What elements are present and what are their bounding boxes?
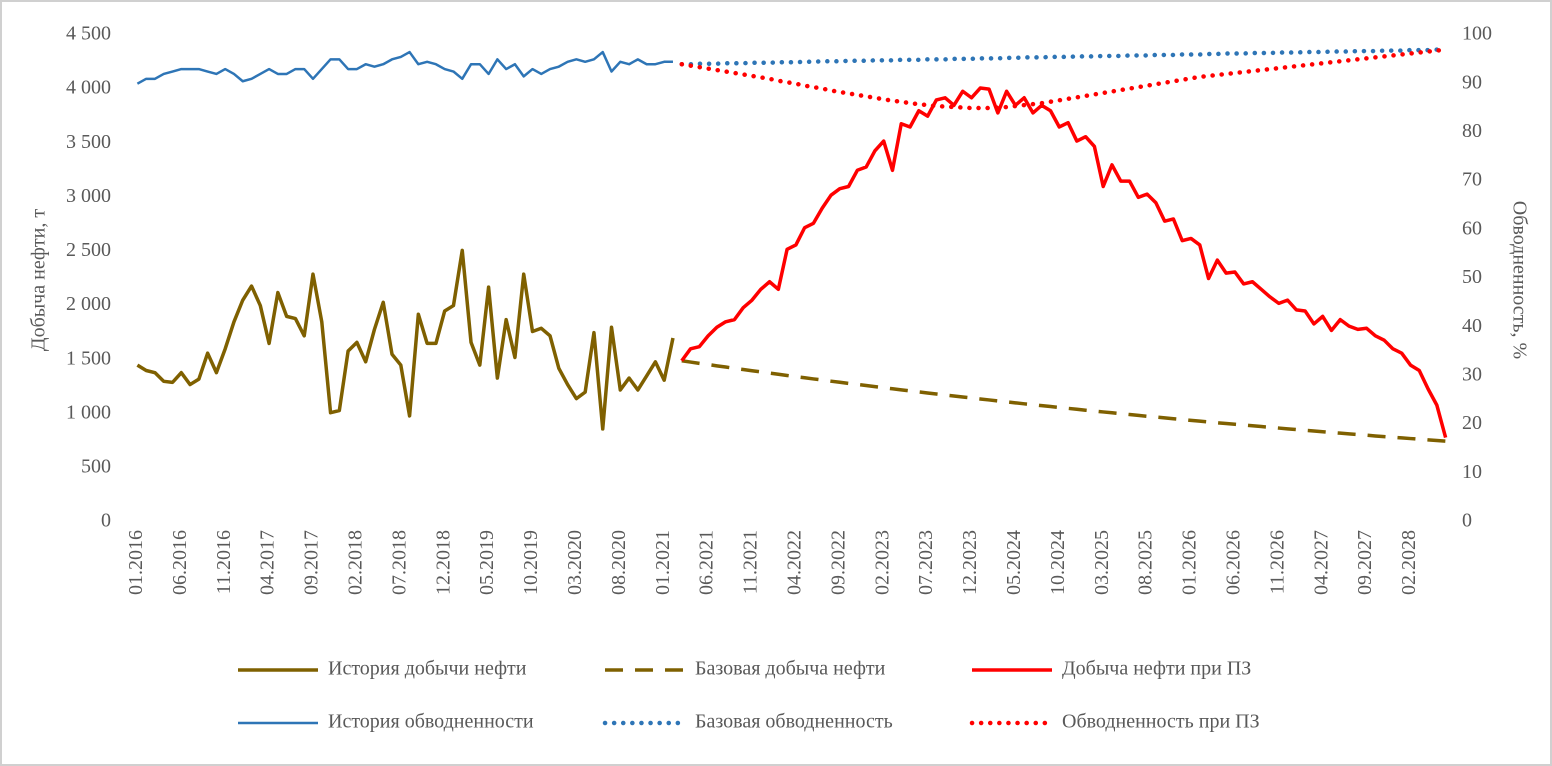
legend-label: Обводненность при ПЗ [1062,711,1260,733]
y2-tick-label: 100 [1462,23,1492,45]
x-tick-label: 06.2021 [696,530,718,595]
y2-tick-label: 40 [1462,315,1482,337]
y-axis-label: Добыча нефти, т [28,209,50,351]
y2-tick-label: 20 [1462,412,1482,434]
x-tick-label: 08.2025 [1135,530,1157,595]
legend-label: История обводненности [328,711,534,733]
y-tick-label: 3 000 [66,185,111,207]
x-tick-label: 12.2023 [959,530,981,595]
x-tick-label: 02.2018 [344,530,366,595]
x-tick-label: 10.2024 [1047,530,1069,595]
y-tick-label: 0 [101,510,111,532]
y-tick-label: 4 000 [66,77,111,99]
series-line [681,359,1446,443]
y2-tick-label: 70 [1462,169,1482,191]
series-line [679,47,1448,67]
x-tick-label: 07.2023 [915,530,937,595]
x-tick-label: 03.2020 [564,530,586,595]
y2-tick-label: 60 [1462,217,1482,239]
x-tick-label: 06.2026 [1222,530,1244,595]
y-tick-label: 1 500 [66,347,111,369]
x-tick-label: 08.2020 [608,530,630,595]
x-tick-label: 11.2026 [1266,530,1288,594]
x-tick-label: 11.2016 [213,530,235,594]
x-tick-label: 12.2018 [432,530,454,595]
x-tick-label: 09.2017 [301,530,323,595]
y2-axis-label: Обводненность, % [1508,201,1530,359]
x-tick-label: 09.2027 [1354,530,1376,595]
x-tick-label: 11.2021 [740,530,762,594]
y2-tick-label: 90 [1462,71,1482,93]
legend-label: Добыча нефти при ПЗ [1062,658,1251,680]
legend-label: Базовая обводненность [695,711,893,733]
x-tick-label: 04.2017 [257,530,279,595]
x-tick-label: 02.2023 [871,530,893,595]
y-tick-label: 500 [81,455,111,477]
y2-tick-label: 0 [1462,510,1472,532]
y-tick-label: 4 500 [66,23,111,45]
x-tick-label: 01.2026 [1179,530,1201,595]
x-tick-label: 04.2027 [1310,530,1332,595]
x-tick-label: 06.2016 [169,530,191,595]
x-tick-label: 01.2016 [125,530,147,595]
series-line [680,86,1448,439]
legend-label: Базовая добыча нефти [695,658,886,680]
y2-tick-label: 10 [1462,461,1482,483]
y2-tick-label: 50 [1462,266,1482,288]
x-tick-label: 04.2022 [783,530,805,595]
y-tick-label: 2 500 [66,239,111,261]
y-tick-label: 2 000 [66,293,111,315]
legend-label: История добычи нефти [328,658,527,680]
y-tick-label: 1 000 [66,401,111,423]
y2-tick-label: 80 [1462,120,1482,142]
x-tick-label: 07.2018 [388,530,410,595]
x-tick-label: 03.2025 [1091,530,1113,595]
x-tick-label: 05.2019 [476,530,498,595]
y-tick-label: 3 500 [66,131,111,153]
x-tick-label: 01.2021 [652,530,674,595]
series-line [679,47,1448,111]
y2-tick-label: 30 [1462,363,1482,385]
x-tick-label: 09.2022 [827,530,849,595]
series-line [136,50,673,85]
series-line [136,248,675,431]
x-tick-label: 10.2019 [520,530,542,595]
x-tick-label: 05.2024 [1003,530,1025,595]
x-tick-label: 02.2028 [1398,530,1420,595]
